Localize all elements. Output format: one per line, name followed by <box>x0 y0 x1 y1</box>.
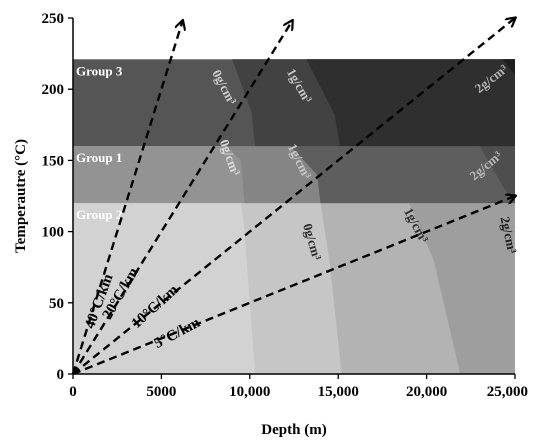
gradient-line-1 <box>71 21 292 375</box>
x-tick-label-4: 20,000 <box>406 384 447 400</box>
group-1-zone-2 <box>479 146 515 204</box>
x-tick-label-1: 5000 <box>146 384 176 400</box>
group-1-label: Group 1 <box>76 150 122 165</box>
y-tick-label-3: 150 <box>42 153 65 169</box>
ticks: 0 5000 10,000 15,000 20,000 25,000 0 50 100 150 20… <box>42 11 529 400</box>
y-tick-label-1: 50 <box>49 296 64 312</box>
y-tick-label-5: 250 <box>42 11 65 27</box>
y-tick-label-4: 200 <box>42 82 65 98</box>
x-tick-label-0: 0 <box>69 384 77 400</box>
temperature-zones <box>73 59 515 374</box>
x-tick-label-5: 25,000 <box>487 384 528 400</box>
x-tick-label-2: 10,000 <box>229 384 270 400</box>
group-2-zone-2 <box>408 203 515 374</box>
group-2-label: Group 2 <box>76 207 122 222</box>
gradient-line-3 <box>72 196 515 376</box>
x-axis-title: Depth (m) <box>261 422 326 438</box>
y-tick-label-2: 100 <box>42 225 65 241</box>
y-axis-title: Temperautre (°C) <box>13 139 29 253</box>
axes <box>72 18 515 375</box>
x-tick-label-3: 15,000 <box>318 384 359 400</box>
gradient-line-2 <box>72 18 515 375</box>
y-tick-label-0: 0 <box>57 367 65 383</box>
gradient-line-0 <box>71 21 183 375</box>
group-3-zone-2 <box>502 59 515 147</box>
group-1-zone-1 <box>290 146 515 204</box>
group-3-label: Group 3 <box>76 63 123 78</box>
